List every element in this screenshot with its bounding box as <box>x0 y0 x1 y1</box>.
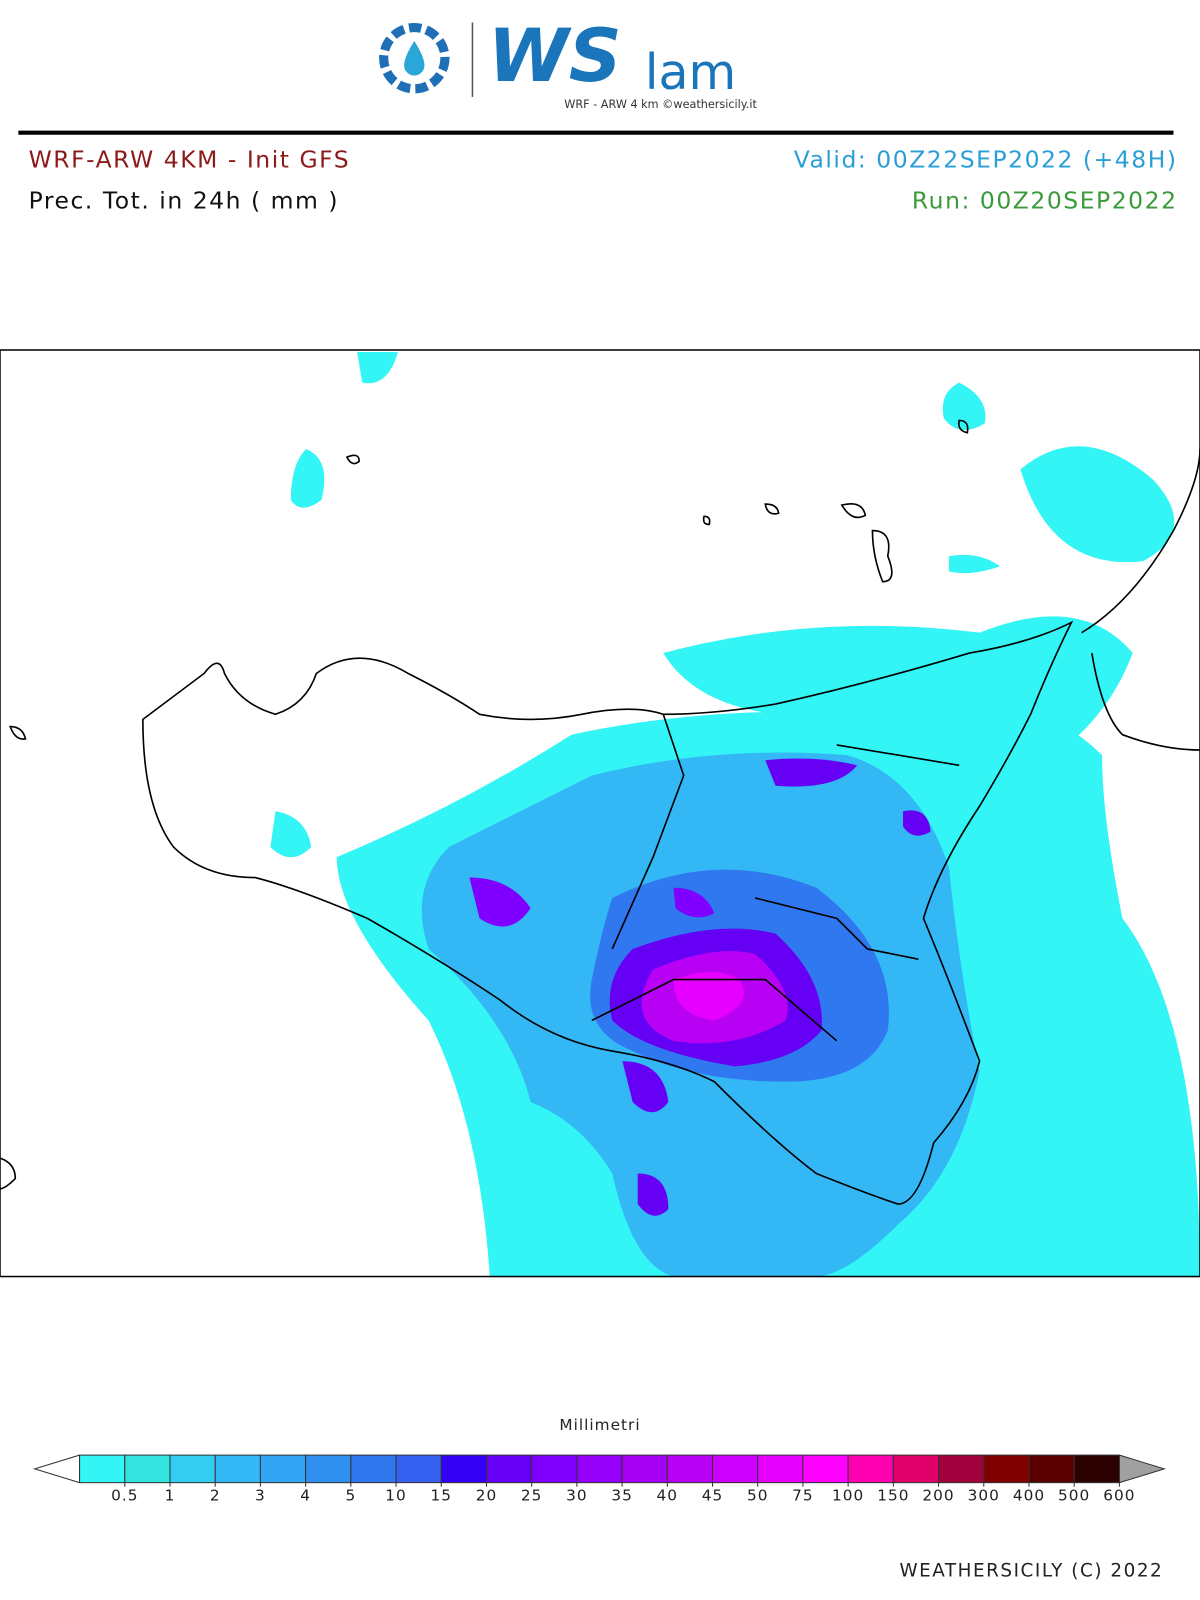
colorbar-box <box>576 1454 623 1484</box>
colorbar-tick-label: 30 <box>566 1486 588 1504</box>
colorbar-box <box>666 1454 714 1484</box>
logo: WS lam WRF - ARW 4 km ©weathersicily.it <box>379 14 757 111</box>
colorbar-tick-label: 2 <box>210 1486 221 1504</box>
colorbar-tick-label: 45 <box>702 1486 724 1504</box>
colorbar-tick-label: 150 <box>877 1486 909 1504</box>
map <box>0 349 1200 1278</box>
colorbar-box <box>350 1454 397 1484</box>
model-label: WRF-ARW 4KM - Init GFS <box>29 146 351 174</box>
colorbar-box <box>259 1454 307 1484</box>
colorbar-box <box>79 1454 126 1484</box>
colorbar-title: Millimetri <box>559 1416 640 1434</box>
colorbar-under <box>32 1454 81 1484</box>
colorbar: 0.5 1 2 3 4 5 10 15 20 25 30 35 40 45 50 75 100 150 200 300… <box>32 1454 1167 1504</box>
precip-field <box>270 352 1200 1277</box>
logo-suffix: lam <box>645 44 736 101</box>
colorbar-box <box>531 1454 578 1484</box>
colorbar-box <box>983 1454 1030 1484</box>
colorbar-box <box>124 1454 171 1484</box>
colorbar-tick-label: 5 <box>345 1486 356 1504</box>
colorbar-box <box>621 1454 668 1484</box>
colorbar-box <box>802 1454 849 1484</box>
colorbar-tick-label: 15 <box>431 1486 453 1504</box>
colorbar-tick-label: 600 <box>1103 1486 1135 1504</box>
colorbar-box <box>169 1454 216 1484</box>
logo-tagline: WRF - ARW 4 km ©weathersicily.it <box>564 98 757 111</box>
logo-brand: WS <box>488 14 622 99</box>
map-frame <box>0 349 1200 1278</box>
colorbar-tick-label: 300 <box>968 1486 1000 1504</box>
colorbar-tick-label: 20 <box>476 1486 498 1504</box>
colorbar-box <box>1073 1454 1120 1484</box>
colorbar-tick-label: 40 <box>657 1486 679 1504</box>
colorbar-tick-label: 50 <box>747 1486 769 1504</box>
valid-label: Valid: 00Z22SEP2022 (+48H) <box>794 146 1178 174</box>
colorbar-box <box>938 1454 985 1484</box>
run-label: Run: 00Z20SEP2022 <box>912 187 1178 215</box>
colorbar-tick-label: 1 <box>165 1486 176 1504</box>
colorbar-tick-label: 100 <box>832 1486 864 1504</box>
colorbar-over <box>1118 1454 1167 1484</box>
colorbar-box <box>214 1454 261 1484</box>
colorbar-box <box>485 1454 533 1484</box>
footer-credit: WEATHERSICILY (C) 2022 <box>899 1560 1163 1581</box>
field-label: Prec. Tot. in 24h ( mm ) <box>29 187 340 215</box>
colorbar-box <box>1028 1454 1075 1484</box>
colorbar-box <box>847 1454 894 1484</box>
logo-drop <box>404 40 425 76</box>
colorbar-tick-label: 10 <box>385 1486 407 1504</box>
colorbar-tick-label: 400 <box>1013 1486 1045 1504</box>
logo-gear <box>379 22 450 94</box>
colorbar-box <box>757 1454 804 1484</box>
colorbar-tick-label: 4 <box>300 1486 311 1504</box>
colorbar-tick-label: 75 <box>792 1486 814 1504</box>
colorbar-tick-label: 500 <box>1058 1486 1090 1504</box>
colorbar-tick-label: 3 <box>255 1486 266 1504</box>
colorbar-box <box>892 1454 940 1484</box>
colorbar-tick-label: 0.5 <box>111 1486 138 1504</box>
colorbar-box <box>305 1454 352 1484</box>
colorbar-tick-label: 25 <box>521 1486 543 1504</box>
colorbar-tick-label: 35 <box>611 1486 633 1504</box>
colorbar-tick-label: 200 <box>922 1486 954 1504</box>
colorbar-box <box>395 1454 442 1484</box>
coastlines <box>0 419 1200 1205</box>
colorbar-box <box>440 1454 487 1484</box>
colorbar-box <box>712 1454 759 1484</box>
